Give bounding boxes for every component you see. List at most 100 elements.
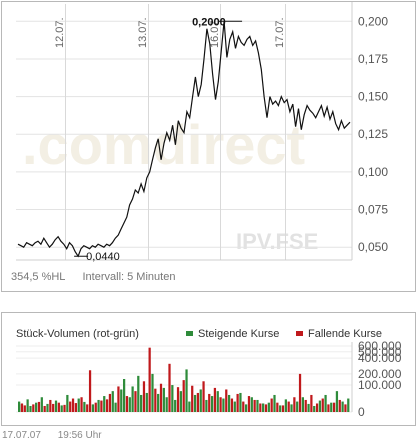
volume-y-tick-label: 600.000 [358,339,402,353]
volume-bar-down [49,399,52,412]
volume-bar-up [137,375,140,412]
volume-bar-up [284,399,287,412]
volume-bar-down [298,373,302,412]
volume-bar-up [103,396,106,412]
legend-swatch [296,331,303,336]
price-chart-panel: .comdirect IPV.FSE 0,200 0,175 0,150 0,125 0,1… [1,1,416,292]
x-tick-label: 12.07. [54,17,66,48]
volume-bar-up [273,394,276,412]
volume-bar-down [63,404,66,412]
legend-swatch [186,331,193,336]
y-tick-label: 0,125 [358,127,388,141]
volume-bar-down [94,402,97,412]
volume-bar-up [185,369,188,412]
volume-bar-down [332,402,336,412]
volume-bar-down [230,398,234,412]
volume-bar-down [20,403,24,412]
x-tick-label: 16.07. [209,17,221,48]
legend-label: Fallende Kurse [308,328,382,340]
volume-bar-up [122,379,126,412]
volume-bar-down [253,399,256,412]
volume-bar-down [270,398,273,412]
volume-bar-up [29,405,32,412]
volume-bar-down [338,399,341,412]
volume-bar-up [171,385,174,412]
volume-bar-down [105,399,109,412]
volume-bar-up [245,404,248,412]
legend-label: Steigende Kurse [198,328,279,340]
volume-bar-up [174,399,177,412]
volume-bar-down [281,405,285,412]
volume-bar-down [134,391,137,412]
volume-bar-up [188,401,191,412]
volume-bar-up [162,387,165,412]
volume-bar-up [313,405,316,412]
volume-bar-up [83,401,86,412]
volume-bar-down [57,402,60,412]
y-tick-label: 0,075 [358,203,388,217]
volume-bar-up [210,396,214,412]
volume-bar-down [148,347,151,412]
volume-bar-up [324,394,327,412]
volume-bar-up [262,403,265,412]
volume-bar-down [219,397,222,412]
interval-label[interactable]: Intervall: 5 Minuten [82,271,176,283]
volume-bar-up [145,392,148,412]
volume-bar-down [327,404,330,412]
volume-bar-up [296,401,299,412]
volume-bar-up [97,399,100,412]
volume-bar-up [205,399,208,412]
volume-bar-down [69,401,72,412]
volume-bar-up [227,394,231,412]
volume-bar-up [250,397,253,412]
volume-bar-down [310,394,313,412]
volume-bar-down [23,405,26,412]
volume-bar-down [32,404,35,412]
volume-y-tick-label: 200.000 [358,367,402,381]
volume-bar-up [233,401,236,412]
y-tick-label: 0,175 [358,52,388,66]
volume-bar-down [287,401,290,412]
low-label: 0,0440 [86,251,120,263]
volume-bar-up [111,391,114,412]
volume-bar-down [276,402,279,412]
volume-bar-down [80,397,83,412]
volume-bar-down [208,393,211,412]
volume-bar-down [159,383,163,412]
volume-bar-down [191,385,194,412]
volume-bar-down [344,404,347,412]
y-tick-label: 0,050 [358,240,388,254]
performance-label: 354,5 %HL [11,271,66,283]
volume-bar-up [35,402,38,412]
volume-bar-up [40,397,43,412]
chart-info-row: 354,5 %HL Intervall: 5 Minuten [11,271,189,283]
exchange-watermark: IPV.FSE [236,229,318,254]
volume-bar-down [242,401,245,412]
volume-bar-up [199,389,202,412]
price-chart: .comdirectIPV.FSE0,2000,1750,1500,1250,1… [16,2,388,263]
volume-y-tick-label: 0 [358,405,365,419]
volume-bar-down [117,386,120,412]
volume-bar-up [26,399,29,412]
volume-bar-up [131,386,134,412]
x-tick-label: 17.07. [274,17,286,48]
volume-bar-up [341,401,344,412]
volume-bar-down [142,381,146,412]
volume-bar-down [236,393,239,412]
volume-bar-up [193,394,197,412]
volume-bar-down [154,388,157,412]
volume-bar-up [216,391,219,412]
volume-title: Stück-Volumen (rot-grün) [16,328,139,340]
volume-bar-down [202,381,205,412]
volume-bar-down [86,404,89,412]
volume-bar-down [321,398,324,412]
volume-y-tick-label: 500.000 [358,345,402,359]
volume-bar-down [213,387,217,412]
volume-bar-up [151,373,154,412]
volume-bar-up [279,405,282,412]
volume-bar-down [182,380,185,412]
volume-bar-down [88,370,92,412]
volume-bar-up [239,392,242,412]
volume-bar-down [52,403,55,412]
volume-bar-down [304,399,307,412]
